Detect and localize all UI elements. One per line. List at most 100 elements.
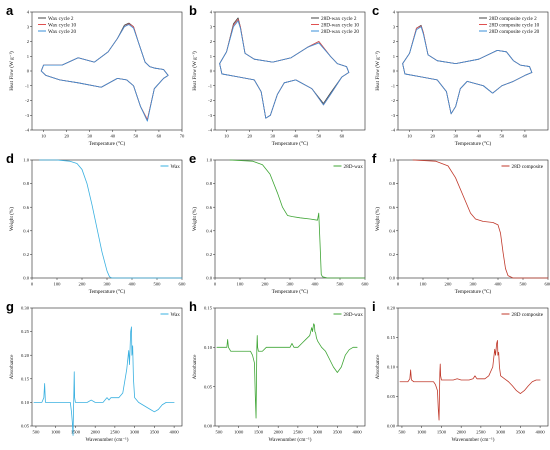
legend-label: Wax cycle 20 bbox=[48, 29, 77, 35]
y-tick-label: 0.20 bbox=[21, 353, 30, 358]
panel-label: e bbox=[189, 151, 196, 166]
series-line-3 bbox=[219, 20, 350, 119]
y-tick-label: -1 bbox=[391, 83, 396, 88]
x-tick-label: 500 bbox=[399, 430, 407, 435]
x-tick-label: 2500 bbox=[110, 430, 120, 435]
y-tick-label: -3 bbox=[25, 113, 30, 118]
x-tick-label: 3000 bbox=[313, 430, 323, 435]
y-tick-label: 0.00 bbox=[204, 424, 213, 429]
x-axis-title: Wavenumber (cm⁻¹) bbox=[86, 436, 129, 443]
series-line-1 bbox=[40, 22, 169, 121]
x-tick-label: 0 bbox=[31, 282, 34, 287]
panel-label: c bbox=[372, 3, 379, 18]
x-axis-title: Wavenumber (cm⁻¹) bbox=[452, 436, 495, 443]
y-tick-label: 3 bbox=[27, 24, 30, 29]
plot-frame bbox=[397, 159, 549, 279]
plot-frame bbox=[31, 307, 183, 427]
panel-f: f 0 100 200 300 400 500 600 0.0 0.2 0.4 0.6 0.8 1.0 Te… bbox=[372, 151, 550, 295]
y-tick-label: -2 bbox=[208, 98, 213, 103]
series-line-1 bbox=[33, 326, 175, 436]
legend-label: Wax cycle 10 bbox=[48, 22, 77, 28]
x-tick-label: 40 bbox=[110, 134, 115, 139]
x-tick-label: 400 bbox=[495, 282, 503, 287]
y-tick-label: -1 bbox=[25, 83, 30, 88]
y-tick-label: 0.8 bbox=[389, 181, 395, 186]
x-tick-label: 3000 bbox=[496, 430, 506, 435]
series-line-1 bbox=[399, 340, 541, 421]
legend-label: 28D-wax cycle 20 bbox=[321, 29, 359, 35]
x-tick-label: 2000 bbox=[274, 430, 284, 435]
x-tick-label: 400 bbox=[312, 282, 320, 287]
panel-i: i 500 1000 1500 2000 2500 3000 3500 4000 0.00 0.05… bbox=[372, 299, 549, 443]
y-axis-title: Absorbance bbox=[192, 354, 198, 379]
x-tick-label: 200 bbox=[445, 282, 453, 287]
y-tick-label: 1 bbox=[210, 54, 213, 59]
x-axis-title: Temperature (°C) bbox=[455, 140, 492, 147]
panel-h: h 500 1000 1500 2000 2500 3000 3500 4000 0.00 0.05… bbox=[189, 299, 366, 443]
y-tick-label: 0.2 bbox=[206, 252, 212, 257]
y-tick-label: 1.0 bbox=[389, 158, 395, 163]
y-tick-label: 0.4 bbox=[389, 228, 395, 233]
y-axis-title: Absorbance bbox=[375, 354, 381, 379]
panel-label: d bbox=[6, 151, 14, 166]
y-tick-label: 0.6 bbox=[389, 205, 395, 210]
y-tick-label: -3 bbox=[391, 113, 396, 118]
y-axis-title: Heat Flow (W g⁻¹) bbox=[8, 51, 15, 91]
x-tick-label: 60 bbox=[340, 134, 345, 139]
x-tick-label: 600 bbox=[545, 282, 550, 287]
x-tick-label: 4000 bbox=[170, 430, 180, 435]
panel-label: b bbox=[189, 3, 197, 18]
x-axis-title: Temperature (°C) bbox=[272, 140, 309, 147]
y-tick-label: 0.8 bbox=[206, 181, 212, 186]
x-tick-label: 2000 bbox=[91, 430, 101, 435]
legend-label: Wax bbox=[171, 312, 181, 318]
y-tick-label: 1.0 bbox=[23, 158, 29, 163]
legend-label: 28D composite cycle 10 bbox=[489, 22, 540, 28]
y-tick-label: 0 bbox=[393, 69, 396, 74]
y-tick-label: 1.0 bbox=[206, 158, 212, 163]
x-tick-label: 500 bbox=[216, 430, 224, 435]
y-tick-label: 0.4 bbox=[206, 228, 212, 233]
x-tick-label: 50 bbox=[500, 134, 505, 139]
x-tick-label: 200 bbox=[262, 282, 270, 287]
x-tick-label: 4000 bbox=[536, 430, 546, 435]
y-tick-label: 0.15 bbox=[21, 376, 30, 381]
series-line-1 bbox=[39, 159, 183, 279]
y-tick-label: 0.2 bbox=[389, 252, 395, 257]
y-tick-label: 4 bbox=[210, 10, 213, 15]
y-tick-label: 0.6 bbox=[206, 205, 212, 210]
y-tick-label: 0 bbox=[27, 69, 30, 74]
panel-label: i bbox=[372, 299, 376, 314]
x-tick-label: 500 bbox=[154, 282, 162, 287]
y-tick-label: 0.30 bbox=[21, 306, 30, 311]
x-tick-label: 0 bbox=[397, 282, 400, 287]
x-axis-title: Wavenumber (cm⁻¹) bbox=[269, 436, 312, 443]
x-axis-title: Temperature (°C) bbox=[455, 288, 492, 295]
x-tick-label: 600 bbox=[179, 282, 187, 287]
y-tick-label: 2 bbox=[210, 39, 213, 44]
x-tick-label: 0 bbox=[214, 282, 217, 287]
panel-label: h bbox=[189, 299, 197, 314]
x-tick-label: 100 bbox=[237, 282, 245, 287]
legend-label: 28D-wax cycle 2 bbox=[321, 16, 357, 22]
series-line-1 bbox=[216, 323, 358, 419]
x-tick-label: 60 bbox=[523, 134, 528, 139]
y-tick-label: 1 bbox=[393, 54, 396, 59]
legend-label: 28D composite bbox=[512, 312, 544, 318]
y-tick-label: -4 bbox=[208, 128, 213, 133]
x-tick-label: 50 bbox=[134, 134, 139, 139]
x-tick-label: 70 bbox=[180, 134, 185, 139]
y-tick-label: 0.15 bbox=[387, 335, 396, 340]
x-tick-label: 1500 bbox=[437, 430, 447, 435]
series-line-1 bbox=[402, 24, 533, 115]
x-tick-label: 500 bbox=[33, 430, 41, 435]
legend-label: 28D-wax bbox=[344, 312, 364, 318]
x-tick-label: 30 bbox=[453, 134, 458, 139]
y-tick-label: 0.25 bbox=[21, 329, 30, 334]
x-tick-label: 3500 bbox=[150, 430, 160, 435]
series-line-3 bbox=[402, 26, 533, 115]
panel-label: a bbox=[6, 3, 14, 18]
x-tick-label: 1500 bbox=[254, 430, 264, 435]
panel-b: b 10 20 30 40 50 60 -4 -3 -2 -1 0 1 2 3 4 Temperature (°… bbox=[189, 3, 366, 147]
legend-label: Wax bbox=[171, 164, 181, 170]
